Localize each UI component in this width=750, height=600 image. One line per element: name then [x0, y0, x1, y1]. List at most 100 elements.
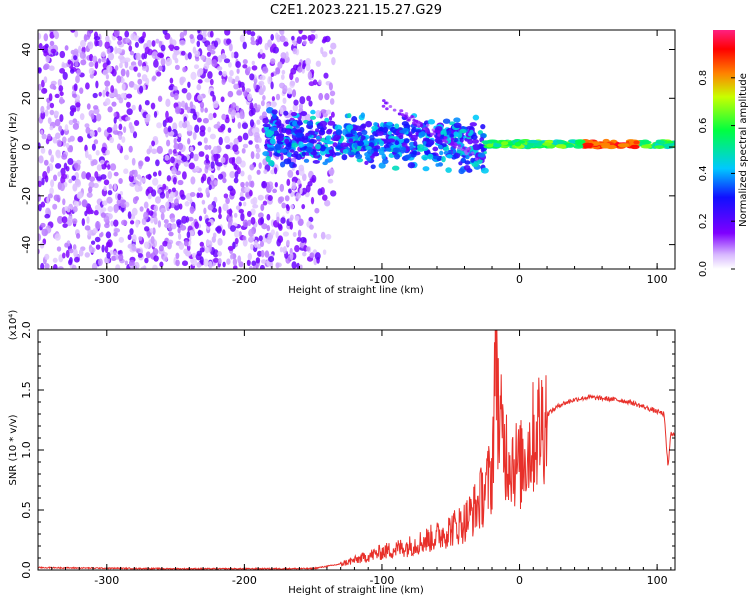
x-tick-label: 100 [647, 273, 668, 286]
spectrogram-band-blob [427, 119, 436, 125]
spectrogram-speckle [233, 137, 239, 146]
spectrogram-streak [434, 129, 439, 133]
spectrogram-speckle [122, 126, 127, 134]
spectrogram-speckle [145, 251, 151, 259]
spectrogram-speckle [121, 83, 126, 91]
spectrogram-speckle [168, 231, 174, 237]
spectrogram-speckle [249, 73, 255, 81]
spectrogram-speckle [242, 219, 249, 228]
spectrogram-speckle [133, 120, 140, 126]
spectrogram-band-blob [382, 126, 389, 133]
spectrogram-speckle [54, 162, 62, 169]
spectrogram-speckle [187, 216, 194, 222]
x-tick-label: 0 [516, 273, 523, 286]
spectrogram-band-blob [453, 122, 462, 129]
spectrogram-band-blob [379, 140, 385, 147]
spectrogram-speckle [128, 259, 135, 267]
spectrogram-speckle [258, 80, 265, 87]
spectrogram-speckle [317, 188, 323, 196]
spectrogram-band-blob [415, 129, 422, 133]
spectrogram-speckle [161, 64, 166, 73]
spectrogram-speckle [141, 66, 148, 71]
spectrogram-speckle [138, 160, 144, 167]
spectrogram-band-blob [334, 152, 341, 156]
spectrogram-speckle [212, 257, 220, 263]
spectrogram-speckle [320, 231, 326, 240]
spectrogram-band-blob [459, 136, 464, 144]
spectrogram-speckle [270, 100, 277, 108]
spectrogram-speckle [270, 81, 274, 90]
spectrogram-speckle [234, 237, 239, 245]
spectrogram-speckle [212, 112, 217, 119]
spectrogram-speckle [113, 183, 117, 192]
spectrogram-band-blob [458, 168, 465, 175]
spectrogram-speckle [64, 124, 69, 132]
spectrogram-speckle [232, 258, 238, 267]
spectrogram-speckle [176, 219, 182, 226]
spectrogram-speckle [159, 191, 166, 199]
spectrogram-speckle [216, 225, 222, 234]
spectrogram-speckle [68, 259, 73, 266]
spectrogram-streak [431, 128, 436, 132]
spectrogram-speckle [220, 157, 226, 164]
snr-series-line [38, 330, 675, 570]
spectrogram-line-blob [617, 143, 630, 148]
spectrogram-speckle [182, 121, 188, 129]
spectrogram-speckle [166, 139, 171, 147]
spectrogram-speckle [154, 196, 162, 204]
spectrogram-band-blob [470, 157, 475, 163]
spectrogram-band-blob [404, 145, 410, 152]
spectrogram-speckle [278, 196, 285, 203]
spectrogram-speckle [95, 244, 101, 250]
spectrogram-speckle [113, 232, 118, 237]
spectrogram-speckle [235, 60, 241, 69]
spectrogram-speckle [170, 156, 175, 164]
spectrogram-speckle [141, 53, 146, 60]
spectrogram-band-blob [408, 133, 413, 138]
spectrogram-speckle [166, 241, 172, 250]
spectrogram-speckle [216, 66, 223, 71]
spectrogram-band-blob [436, 157, 442, 162]
spectrogram-band-blob [266, 147, 275, 152]
spectrogram-speckle [184, 201, 190, 207]
spectrogram-speckle [42, 45, 48, 54]
spectrogram-band-blob [480, 123, 486, 130]
spectrogram-speckle [110, 220, 114, 227]
spectrogram-speckle [134, 41, 139, 48]
spectrogram-speckle [233, 212, 238, 218]
spectrogram-band-blob [279, 161, 286, 168]
spectrogram-speckle [92, 55, 98, 63]
spectrogram-speckle [139, 206, 144, 212]
spectrogram-speckle [132, 196, 138, 205]
spectrogram-speckle [89, 247, 96, 253]
spectrogram-speckle [129, 170, 134, 177]
chart-title: C2E1.2023.221.15.27.G29 [270, 3, 442, 18]
spectrogram-band-blob [365, 120, 373, 128]
spectrogram-streak [442, 138, 447, 142]
spectrogram-streak [385, 107, 389, 111]
spectrogram-speckle [138, 36, 145, 44]
spectrogram-speckle [242, 59, 248, 65]
spectrogram-speckle [111, 101, 117, 107]
spectrogram-speckle [259, 48, 263, 55]
spectrogram-y-label: Frequency (Hz) [8, 112, 19, 188]
spectrogram-speckle [292, 47, 298, 55]
spectrogram-band-blob [392, 147, 401, 153]
spectrogram-speckle [202, 117, 209, 124]
spectrogram-band-blob [284, 138, 290, 145]
spectrogram-line-blob [663, 143, 674, 148]
x-tick-label: 0 [516, 574, 523, 587]
spectrogram-speckle [233, 163, 238, 170]
spectrogram-speckle [175, 162, 179, 170]
spectrogram-band-blob [470, 134, 478, 140]
spectrogram-speckle [181, 171, 187, 180]
spectrogram-speckle [181, 87, 188, 94]
spectrogram-speckle [296, 179, 302, 185]
spectrogram-speckle [251, 60, 255, 66]
spectrogram-streak [382, 99, 386, 103]
spectrogram-streak [450, 137, 455, 141]
spectrogram-speckle [93, 139, 99, 145]
spectrogram-band-blob [342, 148, 349, 155]
spectrogram-speckle [90, 160, 95, 167]
spectrogram-speckle [57, 266, 64, 269]
